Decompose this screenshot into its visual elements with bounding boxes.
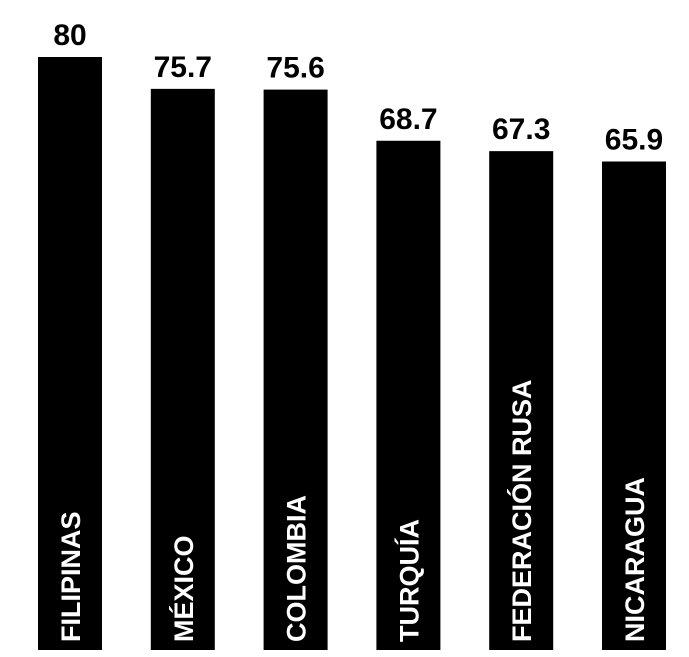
category-label: COLOMBIA xyxy=(282,495,312,642)
bar xyxy=(602,161,666,651)
bar-value-label: 75.6 xyxy=(266,52,324,85)
bar-value-label: 80 xyxy=(53,19,86,52)
bar xyxy=(489,151,554,651)
bar xyxy=(150,88,215,650)
bar-group-1: 75.7 MÉXICO xyxy=(150,51,215,650)
category-label: TURQUÍA xyxy=(393,519,424,642)
bar-group-5: 65.9 NICARAGUA xyxy=(602,124,666,651)
bar xyxy=(376,140,441,651)
category-label: FILIPINAS xyxy=(56,511,86,642)
bar-value-label: 75.7 xyxy=(154,51,212,84)
bar-group-4: 67.3 FEDERACIÓN RUSA xyxy=(489,113,554,651)
bar-group-2: 75.6 COLOMBIA xyxy=(263,52,328,651)
bar xyxy=(263,89,328,651)
bar-value-label: 65.9 xyxy=(605,124,663,157)
bar xyxy=(38,57,102,650)
bar-group-0: 80 FILIPINAS xyxy=(38,19,102,650)
category-label: NICARAGUA xyxy=(620,477,650,642)
bar-value-label: 68.7 xyxy=(379,103,437,136)
category-label: FEDERACIÓN RUSA xyxy=(506,379,537,642)
category-label: MÉXICO xyxy=(168,535,199,642)
bar-value-label: 67.3 xyxy=(492,113,550,146)
bar-group-3: 68.7 TURQUÍA xyxy=(376,103,441,651)
